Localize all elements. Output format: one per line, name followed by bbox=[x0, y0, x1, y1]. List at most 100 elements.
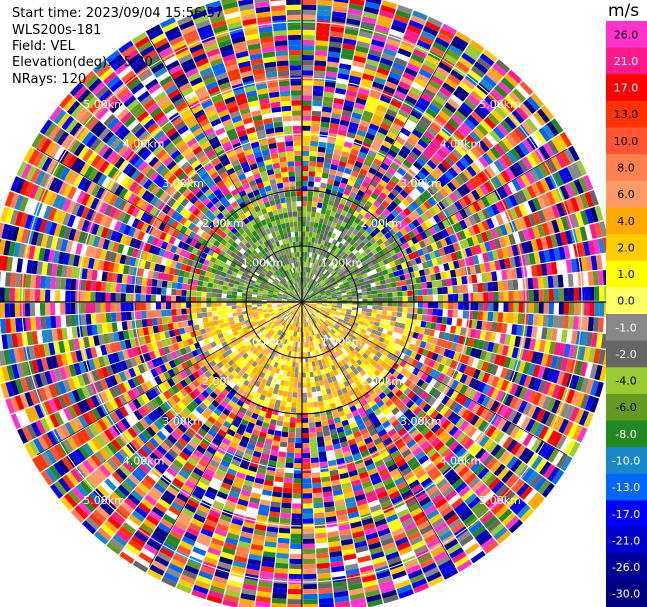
velocity-gate bbox=[424, 253, 432, 261]
velocity-gate bbox=[545, 354, 554, 368]
velocity-gate bbox=[271, 597, 287, 604]
velocity-gate bbox=[422, 288, 428, 296]
velocity-gate bbox=[394, 90, 407, 100]
velocity-gate bbox=[356, 498, 368, 507]
velocity-gate bbox=[470, 146, 482, 159]
velocity-gate bbox=[597, 270, 604, 286]
velocity-gate bbox=[372, 113, 384, 123]
velocity-gate bbox=[168, 563, 184, 574]
velocity-gate bbox=[364, 212, 372, 220]
velocity-gate bbox=[351, 307, 358, 311]
velocity-gate bbox=[595, 254, 603, 270]
velocity-gate bbox=[307, 315, 311, 321]
velocity-gate bbox=[368, 541, 382, 550]
velocity-gate bbox=[435, 555, 451, 567]
velocity-gate bbox=[376, 231, 384, 239]
velocity-gate bbox=[347, 378, 355, 385]
velocity-gate bbox=[388, 71, 402, 81]
velocity-gate bbox=[131, 387, 141, 398]
velocity-gate bbox=[416, 492, 429, 503]
velocity-gate bbox=[351, 290, 357, 294]
velocity-gate bbox=[362, 305, 368, 309]
velocity-gate bbox=[305, 236, 309, 242]
velocity-gate bbox=[335, 311, 341, 315]
velocity-gate bbox=[372, 298, 378, 302]
velocity-gate bbox=[524, 337, 531, 350]
velocity-gate bbox=[387, 166, 397, 176]
velocity-gate bbox=[373, 420, 382, 429]
velocity-gate bbox=[182, 569, 198, 580]
velocity-gate bbox=[196, 347, 204, 355]
velocity-gate bbox=[314, 264, 319, 270]
velocity-gate bbox=[338, 203, 345, 210]
velocity-gate bbox=[468, 476, 481, 489]
velocity-gate bbox=[323, 286, 329, 291]
velocity-gate bbox=[378, 468, 389, 477]
velocity-gate bbox=[482, 384, 491, 395]
velocity-gate bbox=[449, 400, 459, 411]
velocity-gate bbox=[320, 182, 327, 189]
velocity-gate bbox=[420, 372, 429, 382]
velocity-gate bbox=[343, 318, 350, 323]
velocity-gate bbox=[213, 420, 223, 429]
velocity-gate bbox=[112, 533, 128, 547]
velocity-gate bbox=[486, 205, 495, 218]
velocity-gate bbox=[303, 306, 306, 312]
velocity-gate bbox=[17, 428, 29, 444]
velocity-gate bbox=[471, 500, 485, 513]
velocity-gate bbox=[432, 233, 440, 242]
velocity-gate bbox=[281, 343, 286, 350]
velocity-gate bbox=[487, 251, 495, 262]
velocity-gate bbox=[199, 402, 208, 411]
velocity-gate bbox=[339, 182, 347, 189]
velocity-gate bbox=[315, 542, 328, 549]
velocity-gate bbox=[234, 343, 241, 350]
velocity-gate bbox=[263, 357, 270, 364]
velocity-gate bbox=[452, 189, 463, 200]
velocity-gate bbox=[259, 372, 266, 379]
velocity-gate bbox=[346, 367, 353, 374]
velocity-gate bbox=[543, 249, 551, 263]
velocity-gate bbox=[489, 162, 501, 175]
velocity-gate bbox=[231, 437, 241, 445]
velocity-gate bbox=[331, 296, 338, 299]
velocity-gate bbox=[354, 217, 361, 225]
velocity-gate bbox=[395, 136, 406, 146]
velocity-gate bbox=[309, 320, 313, 326]
velocity-gate bbox=[282, 390, 288, 397]
velocity-gate bbox=[458, 293, 464, 302]
velocity-gate bbox=[226, 532, 240, 541]
velocity-gate bbox=[358, 376, 366, 384]
velocity-gate bbox=[347, 207, 355, 215]
velocity-gate bbox=[467, 400, 477, 412]
velocity-gate bbox=[312, 287, 317, 292]
velocity-gate bbox=[452, 309, 458, 318]
velocity-gate bbox=[292, 356, 297, 363]
velocity-gate bbox=[359, 209, 367, 217]
velocity-gate bbox=[330, 474, 340, 482]
velocity-gate bbox=[279, 337, 284, 343]
velocity-gate bbox=[420, 477, 433, 488]
velocity-gate bbox=[584, 395, 595, 411]
velocity-gate bbox=[190, 518, 204, 528]
velocity-gate bbox=[70, 508, 85, 523]
velocity-gate bbox=[386, 287, 393, 293]
velocity-gate bbox=[361, 260, 368, 267]
velocity-gate bbox=[345, 163, 354, 170]
velocity-gate bbox=[306, 316, 309, 322]
velocity-gate bbox=[236, 428, 245, 436]
velocity-gate bbox=[442, 294, 449, 302]
velocity-gate bbox=[467, 426, 478, 438]
velocity-gate bbox=[172, 477, 184, 488]
velocity-gate bbox=[256, 387, 264, 395]
velocity-gate bbox=[590, 255, 598, 271]
velocity-gate bbox=[419, 327, 426, 335]
velocity-gate bbox=[292, 498, 302, 504]
velocity-gate bbox=[538, 302, 544, 314]
velocity-gate bbox=[355, 260, 361, 267]
velocity-gate bbox=[86, 397, 96, 410]
velocity-gate bbox=[443, 302, 449, 309]
velocity-gate bbox=[424, 342, 432, 351]
velocity-gate bbox=[532, 197, 542, 211]
velocity-gate bbox=[528, 390, 538, 404]
